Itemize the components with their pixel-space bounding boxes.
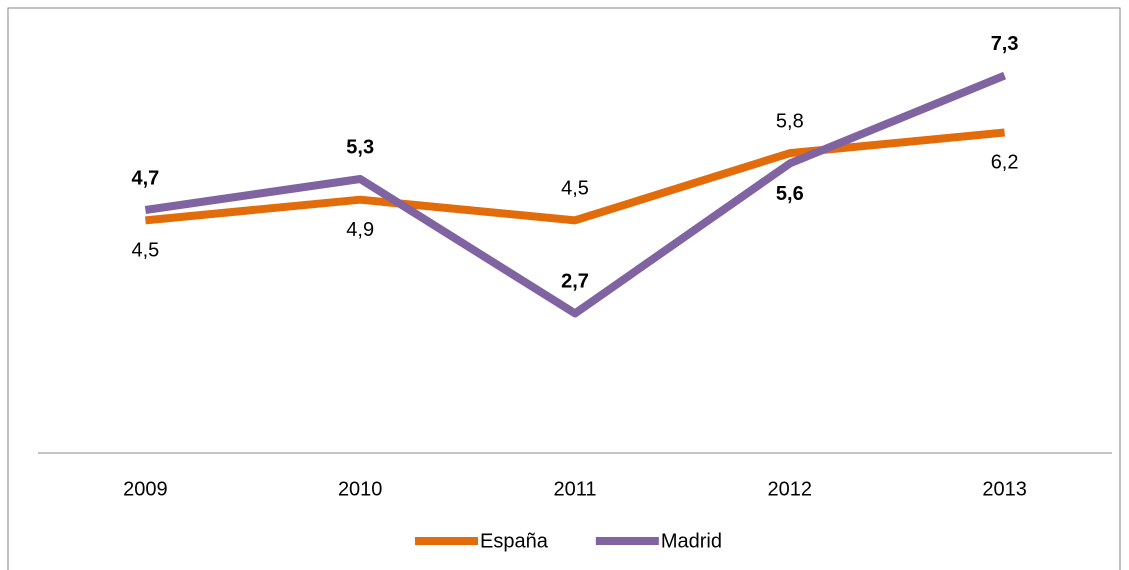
x-tick-label: 2009 bbox=[123, 478, 168, 500]
series-line bbox=[144, 71, 1007, 318]
x-tick-label: 2010 bbox=[338, 478, 383, 500]
data-label: 5,6 bbox=[776, 183, 804, 205]
data-label: 4,5 bbox=[561, 178, 589, 200]
x-tick-label: 2011 bbox=[553, 478, 596, 500]
legend-label: España bbox=[480, 530, 549, 552]
data-label: 4,5 bbox=[131, 240, 159, 262]
data-label: 2,7 bbox=[561, 271, 589, 293]
data-label: 6,2 bbox=[991, 152, 1019, 174]
data-label: 7,3 bbox=[991, 33, 1019, 55]
data-label: 4,9 bbox=[346, 219, 374, 241]
data-label: 5,8 bbox=[776, 110, 804, 132]
series-line bbox=[145, 128, 1005, 225]
x-tick-label: 2013 bbox=[982, 478, 1027, 500]
data-label: 5,3 bbox=[346, 136, 374, 158]
legend-label: Madrid bbox=[661, 530, 722, 552]
x-tick-label: 2012 bbox=[768, 478, 813, 500]
data-label: 4,7 bbox=[131, 167, 159, 189]
